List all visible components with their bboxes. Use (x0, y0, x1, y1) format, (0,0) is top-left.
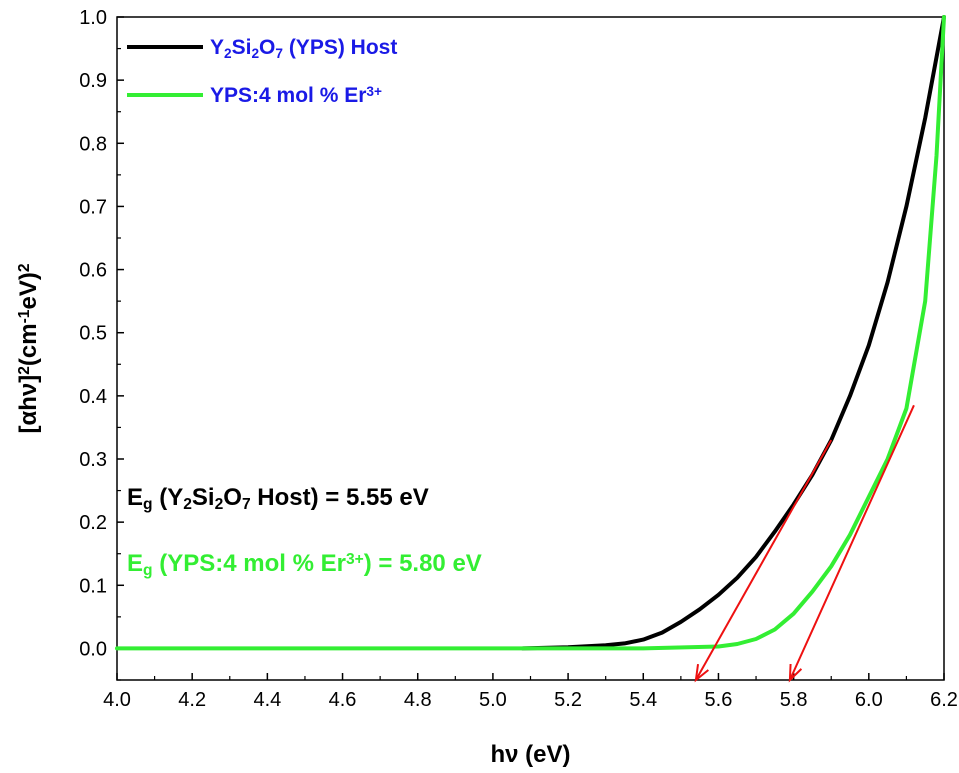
x-tick-label: 6.2 (930, 689, 958, 711)
y-axis-title-part: -1 (16, 309, 33, 323)
legend-label-0-part: Si (232, 36, 252, 59)
tangent-line-0 (695, 439, 833, 681)
legend-label-0-part: 2 (224, 46, 232, 61)
y-tick-label: 0.8 (79, 133, 107, 155)
x-tick-label: 4.4 (253, 689, 281, 711)
tangent-arrowhead-0 (694, 664, 709, 683)
band-gap-annotation-0-part: 2 (183, 496, 192, 513)
legend-label-0-part: 7 (275, 46, 283, 61)
x-tick-label: 5.4 (629, 689, 657, 711)
band-gap-annotation-1-part: 3+ (346, 551, 364, 568)
band-gap-annotation-1-part: g (143, 562, 153, 579)
tangent-arrowhead-1 (788, 663, 803, 683)
band-gap-annotation-0-part: 2 (215, 496, 224, 513)
band-gap-annotation-0-part: (Y (153, 484, 184, 511)
legend-label-0-part: 2 (251, 46, 259, 61)
band-gap-annotation-1-part: E (127, 550, 143, 577)
x-tick-label: 4.2 (178, 689, 206, 711)
y-tick-label: 0.5 (79, 323, 107, 345)
x-tick-label: 5.2 (554, 689, 582, 711)
band-gap-annotation-0-part: Si (192, 484, 215, 511)
y-axis-title-group: [αhν]2(cm-1eV)2 (15, 263, 42, 433)
y-axis-title-part: 2 (16, 263, 33, 272)
legend-label-1: YPS:4 mol % Er3+ (210, 84, 382, 107)
tangent-lines (694, 404, 915, 683)
band-gap-annotation-0-part: g (143, 496, 153, 513)
legend-label-0-part: O (259, 36, 275, 59)
series-line-1 (115, 15, 946, 651)
band-gap-annotation-1-part: (YPS:4 mol % Er (153, 550, 346, 577)
y-tick-label: 0.9 (79, 70, 107, 92)
series-line-0 (521, 15, 946, 651)
axis-ticks: 4.0 4.2 4.4 4.6 4.8 5.0 5.2 5.4 5.6 5.8 6.0 6.2 0.0 0… (79, 7, 958, 711)
tangent-line-1 (788, 404, 915, 681)
legend-label-0: Y2Si2O7 (YPS) Host (210, 36, 397, 61)
band-gap-annotation-0-part: E (127, 484, 143, 511)
legend-label-1-part: 3+ (366, 84, 382, 99)
y-tick-label: 1.0 (79, 7, 107, 29)
x-tick-label: 5.6 (705, 689, 733, 711)
y-axis-title-part: eV) (15, 272, 42, 309)
legend-label-0-part: Y (210, 36, 224, 59)
y-axis-title-part: (cm (15, 323, 42, 366)
legend-label-1-part: YPS:4 mol % Er (210, 84, 366, 107)
legend-label-0-part: (YPS) Host (283, 36, 397, 59)
x-tick-label: 5.8 (780, 689, 808, 711)
x-tick-label: 4.8 (404, 689, 432, 711)
y-tick-label: 0.2 (79, 512, 107, 534)
y-axis-title-part: [αhν] (15, 375, 42, 434)
band-gap-annotation-0: Eg (Y2Si2O7 Host) = 5.55 eV (127, 484, 429, 513)
y-axis-title-part: 2 (16, 366, 33, 375)
band-gap-annotation-0-part: 7 (242, 496, 251, 513)
y-tick-label: 0.7 (79, 196, 107, 218)
y-tick-label: 0.6 (79, 260, 107, 282)
data-series (115, 15, 946, 651)
x-tick-label: 6.0 (855, 689, 883, 711)
y-tick-label: 0.3 (79, 449, 107, 471)
x-tick-label: 4.6 (329, 689, 357, 711)
x-axis-title: hν (eV) (490, 741, 570, 768)
band-gap-annotation-0-part: Host) = 5.55 eV (251, 484, 429, 511)
y-tick-label: 0.1 (79, 575, 107, 597)
y-tick-label: 0.0 (79, 638, 107, 660)
x-tick-label: 5.0 (479, 689, 507, 711)
x-tick-label: 4.0 (103, 689, 131, 711)
chart-labels: hν (eV)[αhν]2(cm-1eV)2 (15, 263, 571, 768)
band-gap-annotation-0-part: O (223, 484, 242, 511)
band-gap-annotation-1-part: ) = 5.80 eV (364, 550, 482, 577)
y-axis-title: [αhν]2(cm-1eV)2 (15, 263, 42, 433)
band-gap-annotation-1: Eg (YPS:4 mol % Er3+) = 5.80 eV (127, 550, 482, 579)
y-tick-label: 0.4 (79, 386, 107, 408)
